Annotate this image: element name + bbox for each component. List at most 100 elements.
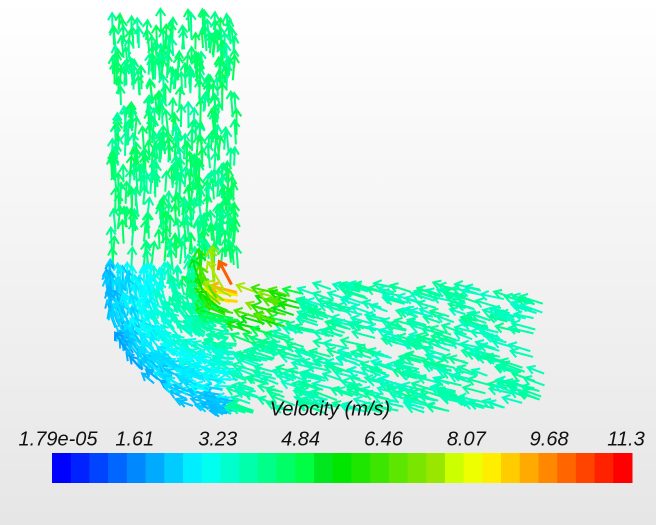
- velocity-arrow: [107, 310, 120, 333]
- velocity-arrow: [185, 11, 197, 39]
- velocity-arrow: [115, 84, 126, 105]
- colorbar-segment: [89, 453, 109, 483]
- velocity-arrow: [190, 50, 201, 69]
- velocity-arrow: [339, 336, 366, 348]
- velocity-arrow: [494, 322, 521, 334]
- velocity-arrow: [420, 357, 447, 369]
- velocity-arrow: [435, 287, 461, 300]
- velocity-arrow: [469, 327, 494, 339]
- velocity-arrow: [491, 338, 513, 349]
- velocity-arrow: [218, 183, 230, 211]
- velocity-arrow: [204, 247, 218, 283]
- velocity-arrow: [508, 347, 534, 358]
- velocity-arrow: [187, 347, 208, 359]
- velocity-arrow: [211, 220, 223, 245]
- velocity-arrow: [125, 154, 137, 177]
- velocity-arrow: [281, 285, 302, 296]
- velocity-arrow: [160, 209, 172, 234]
- velocity-arrow: [174, 175, 186, 200]
- velocity-arrow: [139, 146, 151, 170]
- velocity-arrow: [225, 89, 237, 118]
- velocity-arrow: [378, 375, 403, 387]
- colorbar-segment: [108, 453, 128, 483]
- colorbar-segment: [126, 453, 147, 483]
- velocity-arrow: [409, 289, 435, 302]
- velocity-arrow: [345, 387, 368, 399]
- velocity-arrow: [256, 341, 275, 352]
- velocity-arrow: [516, 296, 536, 306]
- velocity-arrow: [157, 73, 170, 100]
- velocity-arrow: [202, 73, 214, 95]
- velocity-arrow: [185, 301, 198, 316]
- velocity-arrow: [426, 351, 447, 362]
- velocity-arrow: [168, 295, 179, 313]
- velocity-arrow: [167, 36, 178, 57]
- velocity-arrow: [329, 313, 355, 325]
- velocity-arrow: [206, 107, 218, 134]
- velocity-arrow: [448, 306, 466, 317]
- velocity-arrow: [120, 180, 132, 204]
- velocity-arrow: [180, 164, 191, 188]
- colorbar-segment: [388, 453, 408, 483]
- velocity-arrow: [377, 327, 402, 339]
- velocity-arrow: [495, 362, 519, 375]
- velocity-arrow: [113, 75, 124, 95]
- velocity-arrow: [176, 374, 197, 386]
- velocity-arrow: [115, 181, 127, 205]
- velocity-arrow: [231, 361, 255, 372]
- colorbar-segment: [557, 453, 577, 483]
- velocity-arrow: [199, 93, 210, 112]
- velocity-arrow: [232, 306, 259, 319]
- velocity-arrow: [250, 301, 277, 314]
- velocity-arrow: [428, 307, 450, 318]
- velocity-arrow: [186, 337, 207, 350]
- velocity-arrow: [203, 279, 232, 298]
- velocity-arrow: [108, 207, 120, 232]
- velocity-arrow: [460, 286, 484, 298]
- velocity-arrow: [172, 191, 184, 217]
- velocity-arrow: [461, 383, 486, 395]
- velocity-arrow: [209, 94, 221, 122]
- velocity-arrow: [207, 223, 219, 249]
- colorbar-segment: [426, 453, 446, 483]
- velocity-arrow: [410, 380, 433, 391]
- velocity-arrow: [443, 287, 467, 299]
- velocity-arrow: [267, 340, 285, 350]
- velocity-arrow: [170, 333, 189, 348]
- velocity-arrow: [203, 336, 219, 347]
- velocity-arrow: [183, 324, 201, 338]
- velocity-arrow: [159, 323, 172, 338]
- velocity-arrow: [402, 396, 428, 408]
- colorbar-segment: [220, 453, 240, 483]
- velocity-arrow: [178, 358, 197, 370]
- velocity-arrow: [242, 346, 263, 357]
- velocity-arrow: [137, 345, 152, 361]
- velocity-arrow: [107, 54, 118, 75]
- colorbar-tick-label: 6.46: [364, 428, 404, 450]
- velocity-arrow: [160, 312, 175, 331]
- velocity-arrow: [329, 385, 353, 397]
- velocity-arrow: [224, 56, 235, 77]
- velocity-arrow: [119, 292, 129, 309]
- velocity-arrow: [208, 81, 219, 100]
- colorbar-segment: [70, 453, 90, 483]
- velocity-arrow: [350, 303, 377, 317]
- velocity-arrow: [194, 354, 218, 365]
- velocity-arrow: [228, 207, 240, 232]
- velocity-arrow: [326, 303, 348, 314]
- velocity-arrow: [221, 42, 232, 63]
- velocity-arrow: [148, 335, 161, 350]
- velocity-arrow: [182, 52, 193, 73]
- colorbar-segment: [313, 453, 334, 483]
- velocity-arrow: [130, 187, 142, 215]
- velocity-arrow: [171, 123, 182, 143]
- velocity-arrow: [225, 146, 236, 168]
- velocity-arrow: [363, 389, 390, 401]
- velocity-arrow: [210, 407, 228, 418]
- velocity-arrow: [181, 139, 193, 167]
- velocity-arrow: [293, 347, 315, 358]
- velocity-arrow: [249, 325, 272, 336]
- velocity-arrow: [331, 281, 353, 292]
- colorbar-segment: [501, 453, 521, 483]
- velocity-arrow: [525, 364, 545, 375]
